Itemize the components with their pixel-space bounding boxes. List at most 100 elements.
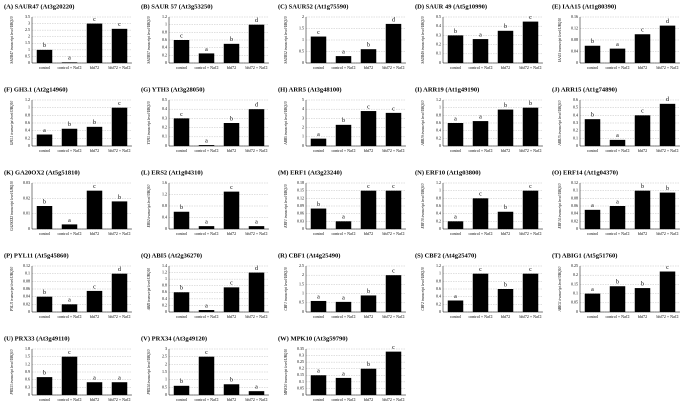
bar: [634, 288, 651, 312]
bar: [447, 35, 464, 63]
y-axis-label: SAUR57 transcript level/UBQ10: [147, 16, 151, 63]
x-tick-label: control: [176, 231, 188, 236]
x-tick-label: control: [313, 65, 325, 70]
panel: (F) GH3.1 (At2g14960) GH3.1 transcript le…: [4, 86, 132, 153]
x-tick-label: control + NaCl: [468, 231, 493, 236]
y-tick-label: 0.3: [25, 384, 30, 389]
significance-letter: a: [205, 138, 208, 144]
significance-letter: a: [479, 114, 482, 120]
x-tick-label: bhf72 + NaCl: [382, 231, 405, 236]
significance-letter: c: [479, 192, 482, 198]
significance-letter: b: [641, 184, 644, 190]
significance-letter: c: [666, 265, 669, 271]
bar: [173, 211, 190, 229]
significance-letter: b: [367, 43, 370, 49]
significance-letter: c: [180, 112, 183, 118]
x-tick-label: control: [39, 148, 51, 153]
significance-letter: b: [230, 37, 233, 43]
significance-letter: a: [454, 294, 457, 300]
x-tick-label: bhf72: [90, 397, 99, 402]
significance-letter: b: [43, 370, 46, 376]
significance-letter: b: [504, 103, 507, 109]
y-tick-label: 1: [439, 188, 441, 193]
y-tick-label: 0.8: [162, 29, 167, 34]
y-tick-label: 1.8: [25, 346, 30, 351]
bar: [111, 382, 128, 395]
y-axis-label: ABIG1 transcript level/UBQ10: [558, 266, 562, 312]
x-tick-label: bhf72: [638, 314, 647, 319]
significance-letter: b: [43, 290, 46, 296]
y-tick-label: 1: [28, 105, 30, 110]
significance-letter: b: [591, 39, 594, 45]
bar: [472, 198, 489, 229]
y-tick-label: 0: [576, 60, 578, 65]
panel-title: (U) PRX33 (At3g49110): [4, 335, 70, 342]
bar: [385, 23, 402, 63]
significance-letter: b: [43, 199, 46, 205]
bar: [634, 115, 651, 146]
bar: [472, 39, 489, 63]
y-tick-label: 2.5: [162, 354, 167, 359]
bar: [497, 211, 514, 229]
x-tick-label: bhf72: [501, 231, 510, 236]
significance-letter: b: [118, 195, 121, 201]
x-tick-label: bhf72 + NaCl: [656, 314, 679, 319]
y-tick-label: 2: [302, 272, 304, 277]
y-tick-label: 0: [439, 226, 441, 231]
y-tick-label: 0.5: [299, 48, 304, 53]
significance-letter: a: [479, 32, 482, 38]
significance-letter: c: [479, 267, 482, 273]
x-tick-label: control: [587, 148, 599, 153]
significance-letter: b: [230, 116, 233, 122]
significance-letter: a: [317, 369, 320, 375]
x-tick-label: control + NaCl: [605, 231, 630, 236]
y-tick-label: 0.2: [162, 125, 167, 130]
y-tick-label: 0: [28, 143, 30, 148]
panel-title: (W) MPK10 (At3g59790): [278, 335, 348, 342]
significance-letter: a: [68, 218, 71, 224]
y-tick-label: 0.1: [25, 271, 30, 276]
y-tick-label: 0.08: [571, 37, 578, 42]
y-tick-label: 0.4: [162, 214, 167, 219]
y-tick-label: 0.2: [573, 128, 578, 133]
significance-letter: b: [504, 24, 507, 30]
y-tick-label: 0: [439, 143, 441, 148]
x-tick-label: bhf72: [90, 314, 99, 319]
significance-letter: b: [180, 379, 183, 385]
significance-letter: c: [392, 184, 395, 190]
panel: (B) SAUR 57 (At3g53250) SAUR57 transcript…: [141, 3, 269, 70]
panel-title: (B) SAUR 57 (At3g53250): [141, 3, 213, 10]
y-tick-label: 0.8: [25, 112, 30, 117]
x-tick-label: control + NaCl: [194, 314, 219, 319]
panel: (R) CBF1 (At4g25490) CBF1 transcript leve…: [278, 252, 406, 319]
y-tick-label: 0.1: [299, 379, 304, 384]
x-tick-label: bhf72 + NaCl: [245, 314, 268, 319]
y-tick-label: 0.18: [297, 180, 304, 185]
y-axis-label: SAUR47 transcript level/UBQ10: [10, 16, 14, 63]
bar: [659, 25, 676, 63]
y-tick-label: 1.5: [25, 354, 30, 359]
y-axis-label: ERF14 transcript level/UBQ10: [558, 183, 562, 229]
panel: (S) CBF2 (At4g25470) CBF2 transcript leve…: [415, 252, 543, 319]
y-axis-label: GH3.1 transcript level/UBQ10: [10, 101, 14, 146]
significance-letter: c: [367, 184, 370, 190]
y-tick-label: 0: [165, 226, 167, 231]
x-tick-label: bhf72: [364, 148, 373, 153]
y-tick-label: 1: [302, 134, 304, 139]
x-tick-label: control: [587, 65, 599, 70]
y-tick-label: 0: [439, 309, 441, 314]
panel: (N) ERF10 (At1g03800) ERF10 transcript le…: [415, 169, 543, 236]
bar: [497, 30, 514, 63]
panel: (H) ARR5 (At3g48100) ARR5 transcript leve…: [278, 86, 406, 153]
x-tick-label: control: [587, 231, 599, 236]
significance-letter: a: [342, 295, 345, 301]
x-tick-label: control + NaCl: [331, 65, 356, 70]
bar: [609, 206, 626, 229]
significance-letter: d: [392, 17, 395, 23]
x-tick-label: control + NaCl: [57, 65, 82, 70]
y-tick-label: 0.15: [297, 188, 304, 193]
panel: (U) PRX33 (At3g49110) PRX33 transcript le…: [4, 335, 132, 402]
x-tick-label: bhf72 + NaCl: [108, 231, 131, 236]
panel-title: (N) ERF10 (At1g03800): [415, 169, 481, 176]
bar: [522, 190, 539, 229]
